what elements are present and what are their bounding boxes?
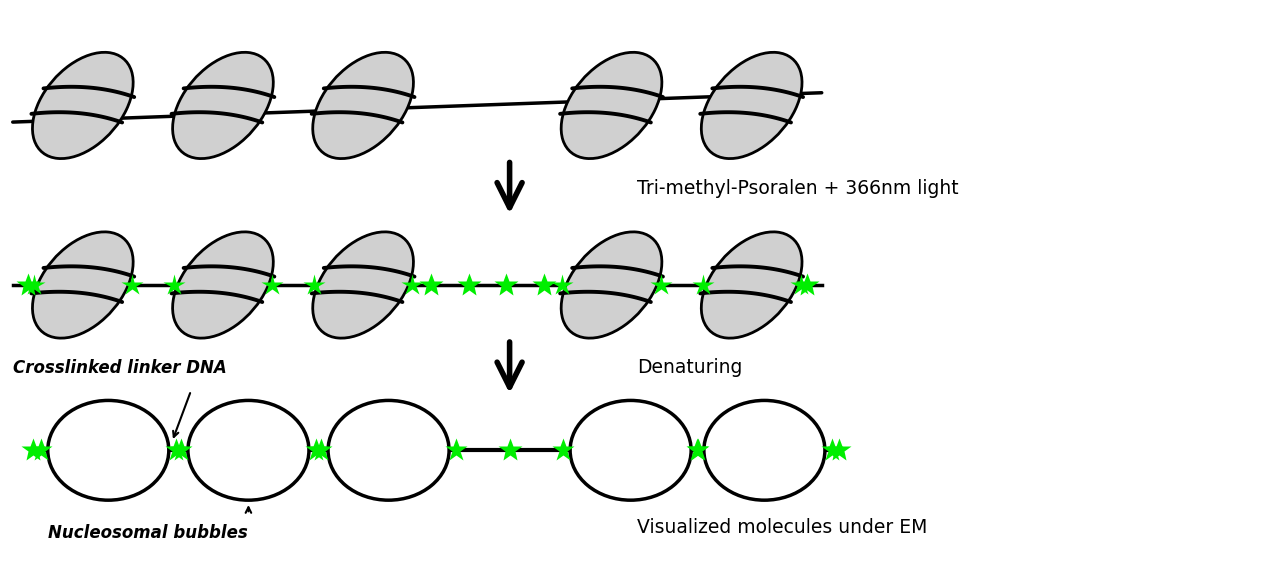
Ellipse shape [189,400,310,500]
Ellipse shape [312,52,414,158]
Text: Crosslinked linker DNA: Crosslinked linker DNA [13,359,227,377]
Ellipse shape [172,232,274,338]
Ellipse shape [172,52,274,158]
Ellipse shape [32,52,134,158]
Ellipse shape [312,232,414,338]
Ellipse shape [701,52,803,158]
Ellipse shape [571,400,691,500]
Ellipse shape [561,52,662,158]
Text: Tri-methyl-Psoralen + 366nm light: Tri-methyl-Psoralen + 366nm light [637,178,958,198]
Text: Denaturing: Denaturing [637,358,743,377]
Ellipse shape [48,400,168,500]
Ellipse shape [32,232,134,338]
Text: Visualized molecules under EM: Visualized molecules under EM [637,518,927,537]
Ellipse shape [329,400,450,500]
Ellipse shape [703,400,826,500]
Ellipse shape [561,232,662,338]
Text: Nucleosomal bubbles: Nucleosomal bubbles [48,524,248,542]
Ellipse shape [701,232,803,338]
